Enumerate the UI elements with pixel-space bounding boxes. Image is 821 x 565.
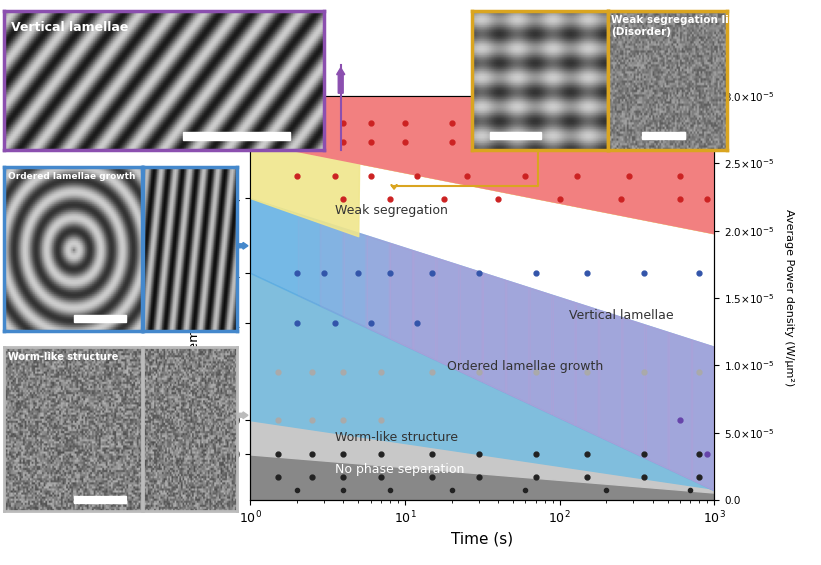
Bar bbox=[642, 132, 685, 140]
Text: No phase separation: No phase separation bbox=[334, 463, 464, 476]
Text: Vertical lamellae: Vertical lamellae bbox=[569, 309, 673, 322]
Text: Worm-like structure: Worm-like structure bbox=[8, 353, 118, 362]
Y-axis label: Average Power density (W/μm²): Average Power density (W/μm²) bbox=[784, 210, 794, 386]
Text: Worm-like structure: Worm-like structure bbox=[334, 431, 457, 444]
Text: Weak segregation limit
(Disorder): Weak segregation limit (Disorder) bbox=[611, 15, 749, 37]
Bar bbox=[74, 315, 126, 322]
Text: Weak segregation: Weak segregation bbox=[334, 204, 447, 217]
Text: Burn out: Burn out bbox=[574, 119, 639, 132]
Text: Ordered lamellae growth: Ordered lamellae growth bbox=[447, 360, 603, 373]
Text: Ordered lamellae growth: Ordered lamellae growth bbox=[8, 172, 135, 181]
X-axis label: Time (s): Time (s) bbox=[452, 532, 513, 547]
Bar bbox=[183, 132, 290, 141]
Y-axis label: Temperature (°C): Temperature (°C) bbox=[188, 241, 201, 355]
Bar bbox=[490, 132, 541, 140]
Bar bbox=[74, 496, 126, 503]
Text: Vertical lamellae: Vertical lamellae bbox=[11, 21, 128, 34]
